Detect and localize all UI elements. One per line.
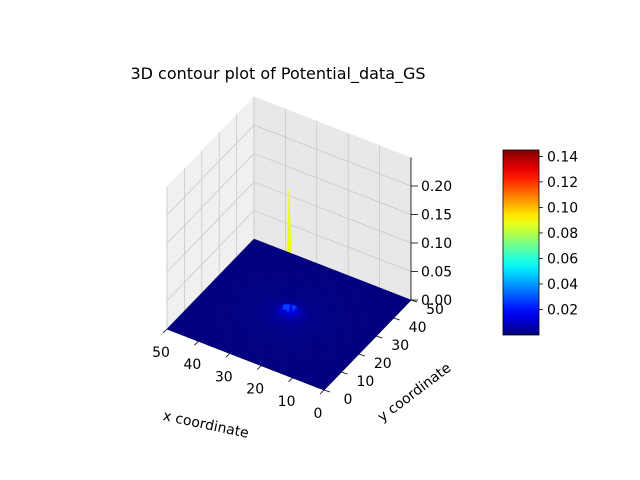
y-tick <box>376 335 383 339</box>
y-tick-label: 30 <box>391 338 409 354</box>
colorbar-tick-label: 0.12 <box>547 175 578 191</box>
x-tick-label: 10 <box>278 394 296 410</box>
x-tick-label: 0 <box>314 406 323 422</box>
z-tick-label: 0.20 <box>421 179 452 195</box>
colorbar-tick-label: 0.06 <box>547 251 578 267</box>
z-tick-label: 0.10 <box>421 236 452 252</box>
z-gridline <box>166 181 412 273</box>
x-tick <box>319 389 325 395</box>
z-gridline <box>166 210 412 301</box>
colorbar-tick-label: 0.10 <box>547 200 578 216</box>
z-tick-label: 0.15 <box>421 208 452 224</box>
y-tick-label: 10 <box>356 374 374 390</box>
surface-plot <box>166 189 412 391</box>
x-tick-label: 50 <box>152 345 170 361</box>
z-tick-label: 0.00 <box>421 293 452 309</box>
x-tick-label: 40 <box>183 357 201 373</box>
colorbar-tick-label: 0.02 <box>547 302 578 318</box>
y-tick-label: 40 <box>409 320 427 336</box>
back-pane-right <box>254 96 411 300</box>
y-tick <box>341 371 348 375</box>
y-tick-label: 20 <box>374 356 392 372</box>
colorbar: 0.02 0.04 0.06 0.08 0.10 0.12 0.14 <box>502 149 578 336</box>
x-tick-label: 20 <box>246 382 264 398</box>
colorbar-tick-label: 0.08 <box>547 226 578 242</box>
x-tick <box>225 353 231 358</box>
colorbar-tick-label: 0.04 <box>547 277 578 293</box>
x-tick <box>194 340 199 346</box>
x-tick-label: 30 <box>215 369 233 385</box>
back-pane-left <box>167 96 254 329</box>
chart-title: 3D contour plot of Potential_data_GS <box>130 64 425 84</box>
y-tick-label: 50 <box>426 302 444 318</box>
colorbar-ticks: 0.02 0.04 0.06 0.08 0.10 0.12 0.14 <box>539 149 578 318</box>
z-gridline <box>166 153 412 244</box>
surface-facet <box>251 238 258 243</box>
y-tick-label: 0 <box>344 392 353 408</box>
colorbar-tick-label: 0.14 <box>547 149 578 165</box>
colorbar-gradient <box>502 149 540 336</box>
y-tick <box>393 317 400 321</box>
z-gridline <box>166 124 412 216</box>
y-tick <box>323 389 331 393</box>
z-tick-label: 0.05 <box>421 265 452 281</box>
x-tick <box>256 365 262 370</box>
x-axis-label: x coordinate <box>161 408 250 442</box>
x-tick <box>288 377 293 383</box>
y-tick <box>358 353 365 357</box>
x-tick <box>162 328 168 334</box>
